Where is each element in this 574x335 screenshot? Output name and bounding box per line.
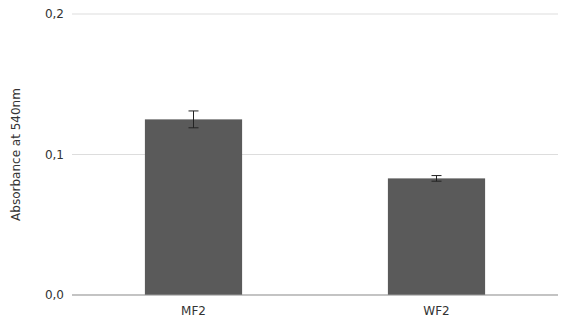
y-tick-label: 0,1 <box>45 148 64 162</box>
error-line <box>436 176 437 182</box>
error-cap <box>189 127 199 128</box>
bar <box>388 178 485 295</box>
y-axis-label: Absorbance at 540nm <box>9 88 23 221</box>
error-cap <box>189 110 199 111</box>
chart-svg: 0,0 0,1 0,2 MF2 WF2 Absorbance at 540nm <box>0 0 574 335</box>
error-cap <box>432 175 442 176</box>
x-tick-label: MF2 <box>181 304 206 318</box>
grid-line <box>72 295 558 296</box>
error-bar <box>432 176 442 182</box>
x-axis-line <box>72 295 558 296</box>
grid <box>72 14 558 295</box>
bar <box>145 119 242 295</box>
error-bar <box>189 111 199 128</box>
chart-container: 0,0 0,1 0,2 MF2 WF2 Absorbance at 540nm <box>0 0 574 335</box>
bars <box>145 111 485 295</box>
y-tick-label: 0,2 <box>45 7 64 21</box>
error-line <box>193 111 194 128</box>
error-cap <box>432 181 442 182</box>
grid-line <box>72 14 558 15</box>
y-tick-label: 0,0 <box>45 288 64 302</box>
x-tick-label: WF2 <box>423 304 449 318</box>
